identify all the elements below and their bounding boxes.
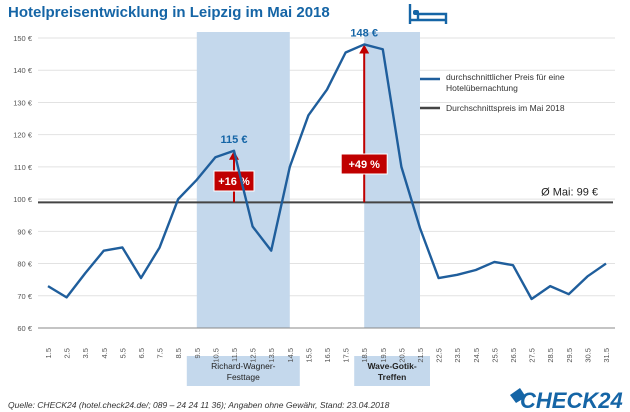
x-tick-label: 25.5 — [490, 348, 499, 363]
change-box — [213, 170, 255, 192]
x-tick-label: 5.5 — [118, 348, 127, 358]
x-tick-label: 17.5 — [342, 348, 351, 363]
legend: durchschnittlicher Preis für eine Hotelü… — [420, 72, 565, 113]
source-note: Quelle: CHECK24 (hotel.check24.de/; 089 … — [8, 400, 390, 410]
event-region — [364, 32, 420, 328]
x-tick-label: 28.5 — [546, 348, 555, 363]
x-tick-label: 6.5 — [137, 348, 146, 358]
svg-text:CHECK24: CHECK24 — [520, 388, 623, 412]
x-tick-label: 20.5 — [397, 348, 406, 363]
x-tick-label: 24.5 — [472, 348, 481, 363]
change-box — [340, 153, 388, 175]
x-tick-label: 10.5 — [211, 348, 220, 363]
x-tick-label: 4.5 — [100, 348, 109, 358]
x-tick-label: 21.5 — [416, 348, 425, 363]
x-tick-label: 31.5 — [602, 348, 611, 363]
y-tick-label: 140 € — [13, 66, 33, 75]
x-tick-label: 19.5 — [379, 348, 388, 363]
x-tick-label: 1.5 — [44, 348, 53, 358]
event-label-box — [186, 356, 300, 386]
legend-label-price-1: durchschnittlicher Preis für eine — [446, 72, 565, 82]
peak-label: 148 € — [350, 27, 378, 39]
x-tick-label: 7.5 — [156, 348, 165, 358]
x-tick-label: 11.5 — [230, 348, 239, 362]
y-tick-label: 110 € — [14, 163, 33, 172]
x-tick-label: 9.5 — [193, 348, 202, 358]
x-tick-label: 8.5 — [174, 348, 183, 358]
y-tick-label: 70 € — [17, 292, 32, 301]
event-label: Wave-Gotik- — [367, 361, 416, 371]
y-tick-label: 60 € — [17, 324, 32, 333]
x-tick-label: 18.5 — [360, 348, 369, 363]
chart-title: Hotelpreisentwicklung in Leipzig im Mai … — [8, 4, 330, 21]
event-label: Festtage — [227, 372, 260, 382]
event-label: Treffen — [378, 372, 406, 382]
price-line — [47, 43, 607, 301]
check24-logo: CHECK24 — [510, 388, 623, 412]
x-tick-label: 15.5 — [304, 348, 313, 363]
x-tick-label: 29.5 — [565, 348, 574, 363]
y-tick-label: 150 € — [13, 34, 33, 43]
x-tick-label: 14.5 — [286, 348, 295, 363]
legend-label-avg: Durchschnittspreis im Mai 2018 — [446, 103, 565, 113]
x-tick-label: 27.5 — [528, 348, 537, 363]
x-tick-label: 30.5 — [583, 348, 592, 363]
x-tick-label: 13.5 — [267, 348, 276, 363]
change-label: +16 % — [218, 176, 250, 188]
change-label: +49 % — [348, 159, 380, 171]
x-tick-label: 2.5 — [63, 348, 72, 358]
x-tick-label: 23.5 — [453, 348, 462, 363]
bed-icon — [408, 4, 448, 24]
x-tick-label: 12.5 — [249, 348, 258, 363]
change-arrow-head — [359, 44, 370, 54]
event-label-box — [354, 356, 430, 386]
y-tick-label: 80 € — [17, 260, 32, 269]
event-label: Richard-Wagner- — [211, 361, 276, 371]
x-tick-label: 3.5 — [81, 348, 90, 358]
plot-area: 60 € 70 € 80 € 90 € 100 € 110 € 120 € 130 € 140 … — [13, 27, 615, 386]
y-tick-label: 130 € — [13, 98, 33, 107]
average-label: Ø Mai: 99 € — [541, 186, 598, 198]
y-tick-label: 90 € — [17, 227, 32, 236]
y-tick-label: 120 € — [13, 131, 33, 140]
legend-label-price-2: Hotelübernachtung — [446, 83, 518, 93]
peak-label: 115 € — [221, 134, 248, 146]
y-tick-label: 100 € — [13, 195, 33, 204]
x-tick-label: 22.5 — [435, 348, 444, 363]
x-tick-label: 26.5 — [509, 348, 518, 363]
x-tick-label: 16.5 — [323, 348, 332, 363]
